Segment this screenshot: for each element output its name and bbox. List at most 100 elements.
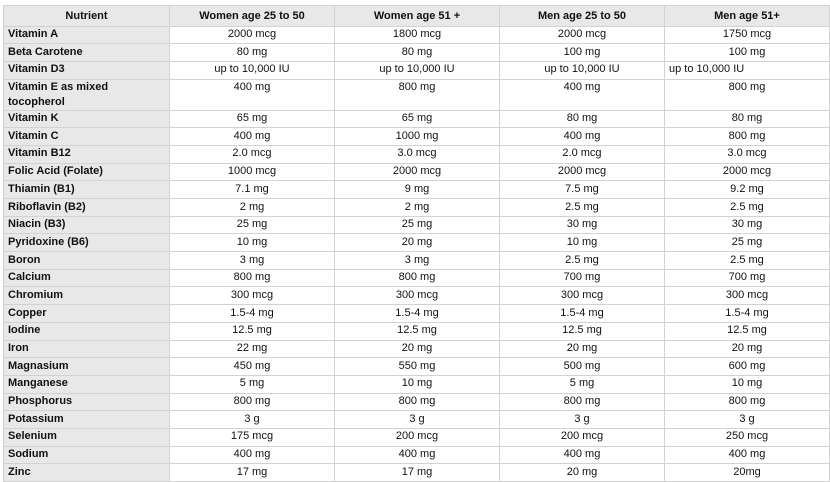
value-cell: 2000 mcg	[169, 25, 335, 45]
value-cell: 175 mcg	[169, 427, 335, 447]
value-cell: 400 mg	[169, 127, 335, 146]
value-cell: 25 mg	[334, 215, 500, 235]
value-cell: 3 g	[499, 410, 665, 429]
value-cell: 400 mg	[169, 78, 335, 111]
table-row: Sodium 400 mg 400 mg 400 mg 400 mg	[3, 445, 830, 465]
value-cell: 800 mg	[664, 392, 830, 412]
table-row: Manganese 5 mg 10 mg 5 mg 10 mg	[3, 374, 830, 394]
value-cell: 10 mg	[334, 374, 500, 394]
column-header: Men age 51+	[664, 5, 830, 27]
table-row: Copper 1.5-4 mg 1.5-4 mg 1.5-4 mg 1.5-4 mg	[3, 304, 830, 323]
value-cell: 3 mg	[334, 251, 500, 270]
table-row: Zinc 17 mg 17 mg 20 mg 20mg	[3, 463, 830, 482]
value-cell: 17 mg	[169, 463, 335, 482]
value-cell: up to 10,000 IU	[334, 60, 500, 80]
value-cell: 65 mg	[169, 109, 335, 129]
nutrient-cell: Boron	[3, 251, 170, 270]
value-cell: 400 mg	[499, 127, 665, 146]
value-cell: 2.0 mcg	[499, 144, 665, 164]
value-cell: 20 mg	[499, 463, 665, 482]
nutrient-cell: Vitamin A	[3, 25, 170, 45]
nutrient-cell: Folic Acid (Folate)	[3, 162, 170, 182]
nutrient-cell: Riboflavin (B2)	[3, 198, 170, 217]
value-cell: 200 mcg	[334, 427, 500, 447]
nutrient-cell: Vitamin D3	[3, 60, 170, 80]
value-cell: 800 mg	[664, 78, 830, 111]
table-row: Boron 3 mg 3 mg 2.5 mg 2.5 mg	[3, 251, 830, 270]
value-cell: 80 mg	[499, 109, 665, 129]
value-cell: 3 g	[334, 410, 500, 429]
value-cell: 800 mg	[664, 127, 830, 146]
nutrient-cell: Sodium	[3, 445, 170, 465]
value-cell: 500 mg	[499, 357, 665, 376]
value-cell: 300 mcg	[334, 286, 500, 306]
value-cell: 3 g	[169, 410, 335, 429]
value-cell: 12.5 mg	[334, 321, 500, 341]
table-row: Vitamin E as mixed tocopherol 400 mg 800 m…	[3, 78, 830, 111]
value-cell: 7.5 mg	[499, 180, 665, 199]
nutrient-cell: Vitamin C	[3, 127, 170, 146]
value-cell: 9 mg	[334, 180, 500, 199]
table-row: Iodine 12.5 mg 12.5 mg 12.5 mg 12.5 mg	[3, 321, 830, 341]
header-row: Nutrient Women age 25 to 50 Women age 51 +…	[3, 5, 830, 27]
value-cell: 2000 mcg	[334, 162, 500, 182]
table-row: Vitamin A 2000 mcg 1800 mcg 2000 mcg 1750 mc…	[3, 25, 830, 45]
nutrient-cell: Phosphorus	[3, 392, 170, 412]
value-cell: 400 mg	[664, 445, 830, 465]
nutrient-cell: Vitamin K	[3, 109, 170, 129]
value-cell: 5 mg	[499, 374, 665, 394]
value-cell: 3.0 mcg	[664, 144, 830, 164]
value-cell: 1000 mcg	[169, 162, 335, 182]
table-row: Vitamin K 65 mg 65 mg 80 mg 80 mg	[3, 109, 830, 129]
value-cell: 20 mg	[334, 233, 500, 253]
table-row: Beta Carotene 80 mg 80 mg 100 mg 100 mg	[3, 43, 830, 62]
value-cell: 400 mg	[499, 78, 665, 111]
value-cell: 700 mg	[664, 268, 830, 288]
table-row: Niacin (B3) 25 mg 25 mg 30 mg 30 mg	[3, 215, 830, 235]
value-cell: 1750 mcg	[664, 25, 830, 45]
table-row: Vitamin D3 up to 10,000 IU up to 10,000 IU…	[3, 60, 830, 80]
value-cell: 2.5 mg	[664, 251, 830, 270]
column-header: Women age 25 to 50	[169, 5, 335, 27]
nutrient-cell: Niacin (B3)	[3, 215, 170, 235]
value-cell: 80 mg	[334, 43, 500, 62]
value-cell: 3 g	[664, 410, 830, 429]
value-cell: 2 mg	[169, 198, 335, 217]
value-cell: 1.5-4 mg	[334, 304, 500, 323]
table-row: Vitamin B12 2.0 mcg 3.0 mcg 2.0 mcg 3.0 mcg	[3, 144, 830, 164]
value-cell: 25 mg	[169, 215, 335, 235]
value-cell: 9.2 mg	[664, 180, 830, 199]
table-row: Chromium 300 mcg 300 mcg 300 mcg 300 mcg	[3, 286, 830, 306]
table-row: Selenium 175 mcg 200 mcg 200 mcg 250 mcg	[3, 427, 830, 447]
value-cell: up to 10,000 IU	[664, 60, 830, 80]
table-row: Riboflavin (B2) 2 mg 2 mg 2.5 mg 2.5 mg	[3, 198, 830, 217]
value-cell: 12.5 mg	[169, 321, 335, 341]
nutrient-cell: Copper	[3, 304, 170, 323]
table-row: Calcium 800 mg 800 mg 700 mg 700 mg	[3, 268, 830, 288]
nutrient-cell: Pyridoxine (B6)	[3, 233, 170, 253]
value-cell: 12.5 mg	[664, 321, 830, 341]
table-body: Vitamin A 2000 mcg 1800 mcg 2000 mcg 1750 mc…	[3, 25, 830, 482]
nutrient-cell: Beta Carotene	[3, 43, 170, 62]
value-cell: 25 mg	[664, 233, 830, 253]
nutrient-cell: Calcium	[3, 268, 170, 288]
value-cell: 200 mcg	[499, 427, 665, 447]
nutrient-cell: Zinc	[3, 463, 170, 482]
value-cell: up to 10,000 IU	[499, 60, 665, 80]
nutrient-cell: Vitamin E as mixed tocopherol	[3, 78, 170, 111]
value-cell: 2000 mcg	[499, 162, 665, 182]
value-cell: 400 mg	[169, 445, 335, 465]
value-cell: 1.5-4 mg	[664, 304, 830, 323]
value-cell: 2.5 mg	[664, 198, 830, 217]
nutrient-cell: Magnasium	[3, 357, 170, 376]
nutrient-cell: Thiamin (B1)	[3, 180, 170, 199]
value-cell: 5 mg	[169, 374, 335, 394]
value-cell: 300 mcg	[499, 286, 665, 306]
nutrient-table-container: Nutrient Women age 25 to 50 Women age 51 +…	[3, 5, 830, 482]
value-cell: 800 mg	[334, 78, 500, 111]
value-cell: 20mg	[664, 463, 830, 482]
value-cell: 22 mg	[169, 339, 335, 359]
value-cell: 800 mg	[499, 392, 665, 412]
value-cell: 2.5 mg	[499, 198, 665, 217]
